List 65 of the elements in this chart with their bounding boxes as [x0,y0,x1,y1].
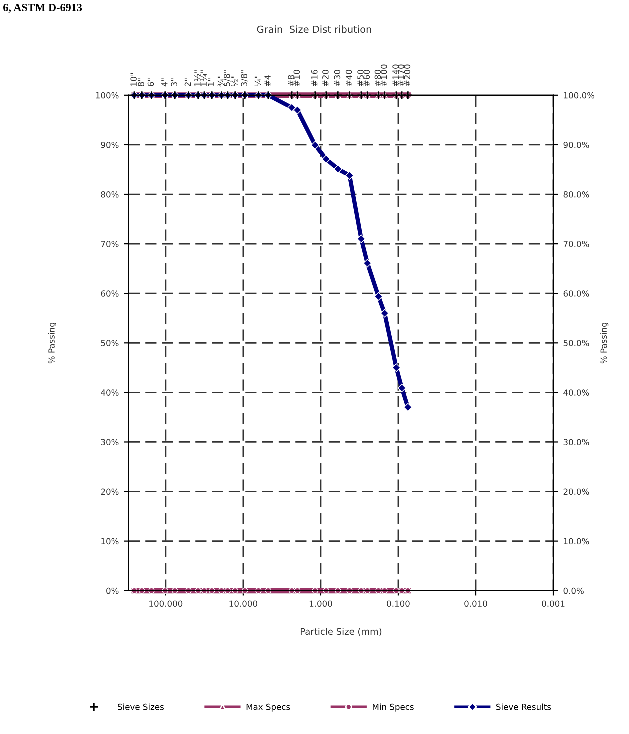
y2-tick-label: 70.0% [564,241,590,248]
annotation: #140 [392,64,399,86]
y2-tick-label: 0.0% [564,588,584,594]
annotation: 4" [162,78,168,87]
annotation: 2" [184,78,192,86]
y2-tick-label: 30.0% [564,439,590,446]
annotation: ¼" [254,76,262,87]
annotation: #100 [380,64,388,86]
legend-label: Max Specs [246,704,290,712]
annotation: 6" [148,78,154,87]
x-tick-label: 0.010 [464,600,488,608]
annotation: #4 [264,75,271,86]
annotation: ¾" [218,76,224,87]
annotation: #200 [404,64,411,86]
text: 6, ASTM D-6913 [4,4,82,14]
y2-tick-label: 50.0% [564,340,590,346]
annotation: #40 [346,70,352,86]
y2-axis-title: % Passing [600,322,609,364]
y-tick-label: 20% [101,488,119,496]
legend-label: Sieve Sizes [118,704,164,710]
y2-tick-label: 60.0% [564,290,590,297]
annotation: #50 [358,70,364,86]
annotation: ½" [232,76,238,87]
y2-tick-label: 10.0% [564,538,590,545]
y-tick-label: 10% [102,538,119,545]
y2-tick-label: 80.0% [564,191,590,198]
y-tick-label: 60% [101,290,119,297]
x-tick-label: 1.000 [310,600,332,608]
x-tick-label: 0.001 [542,600,565,608]
annotation: #8 [288,75,294,86]
y2-tick-label: 20.0% [564,488,590,496]
annotation: 5/8" [224,70,231,86]
y-tick-label: 30% [101,439,119,446]
y-axis-title: % Passing [48,322,57,364]
y-tick-label: 80% [101,191,119,198]
x-tick-label: 0.100 [387,600,410,608]
annotation: 10" [130,73,137,86]
annotation: 3/8" [241,70,248,86]
y2-tick-label: 40.0% [564,390,590,396]
chart-title: Grain Size Dist ribution [257,26,372,34]
annotation: #60 [364,70,370,86]
y-tick-label: 100% [96,92,119,99]
annotation: 1¼" [200,70,207,86]
y-tick-label: 90% [101,142,119,148]
annotation: #80 [374,70,382,86]
annotation: #170 [398,64,404,86]
annotation: 3" [171,78,178,86]
x-tick-label: 100.000 [150,600,183,608]
x-axis-title: Particle Size (mm) [300,628,382,636]
y-tick-label: 0% [106,588,119,594]
legend-label: Min Specs [373,704,414,712]
annotation: #16 [312,70,318,86]
annotation: #30 [334,70,341,86]
y-tick-label: 50% [101,340,119,346]
legend-label: Sieve Results [496,704,552,710]
y-tick-label: 40% [101,390,119,396]
y2-tick-label: 90.0% [564,142,590,148]
y2-tick-label: 100.0% [564,92,595,99]
annotation: 8" [138,78,144,87]
y-tick-label: 70% [101,241,119,248]
x-tick-label: 10.000 [230,600,258,608]
annotation: 1" [208,78,214,86]
annotation: #10 [294,70,300,86]
annotation: #20 [322,70,329,86]
annotation: 1½" [194,70,201,86]
